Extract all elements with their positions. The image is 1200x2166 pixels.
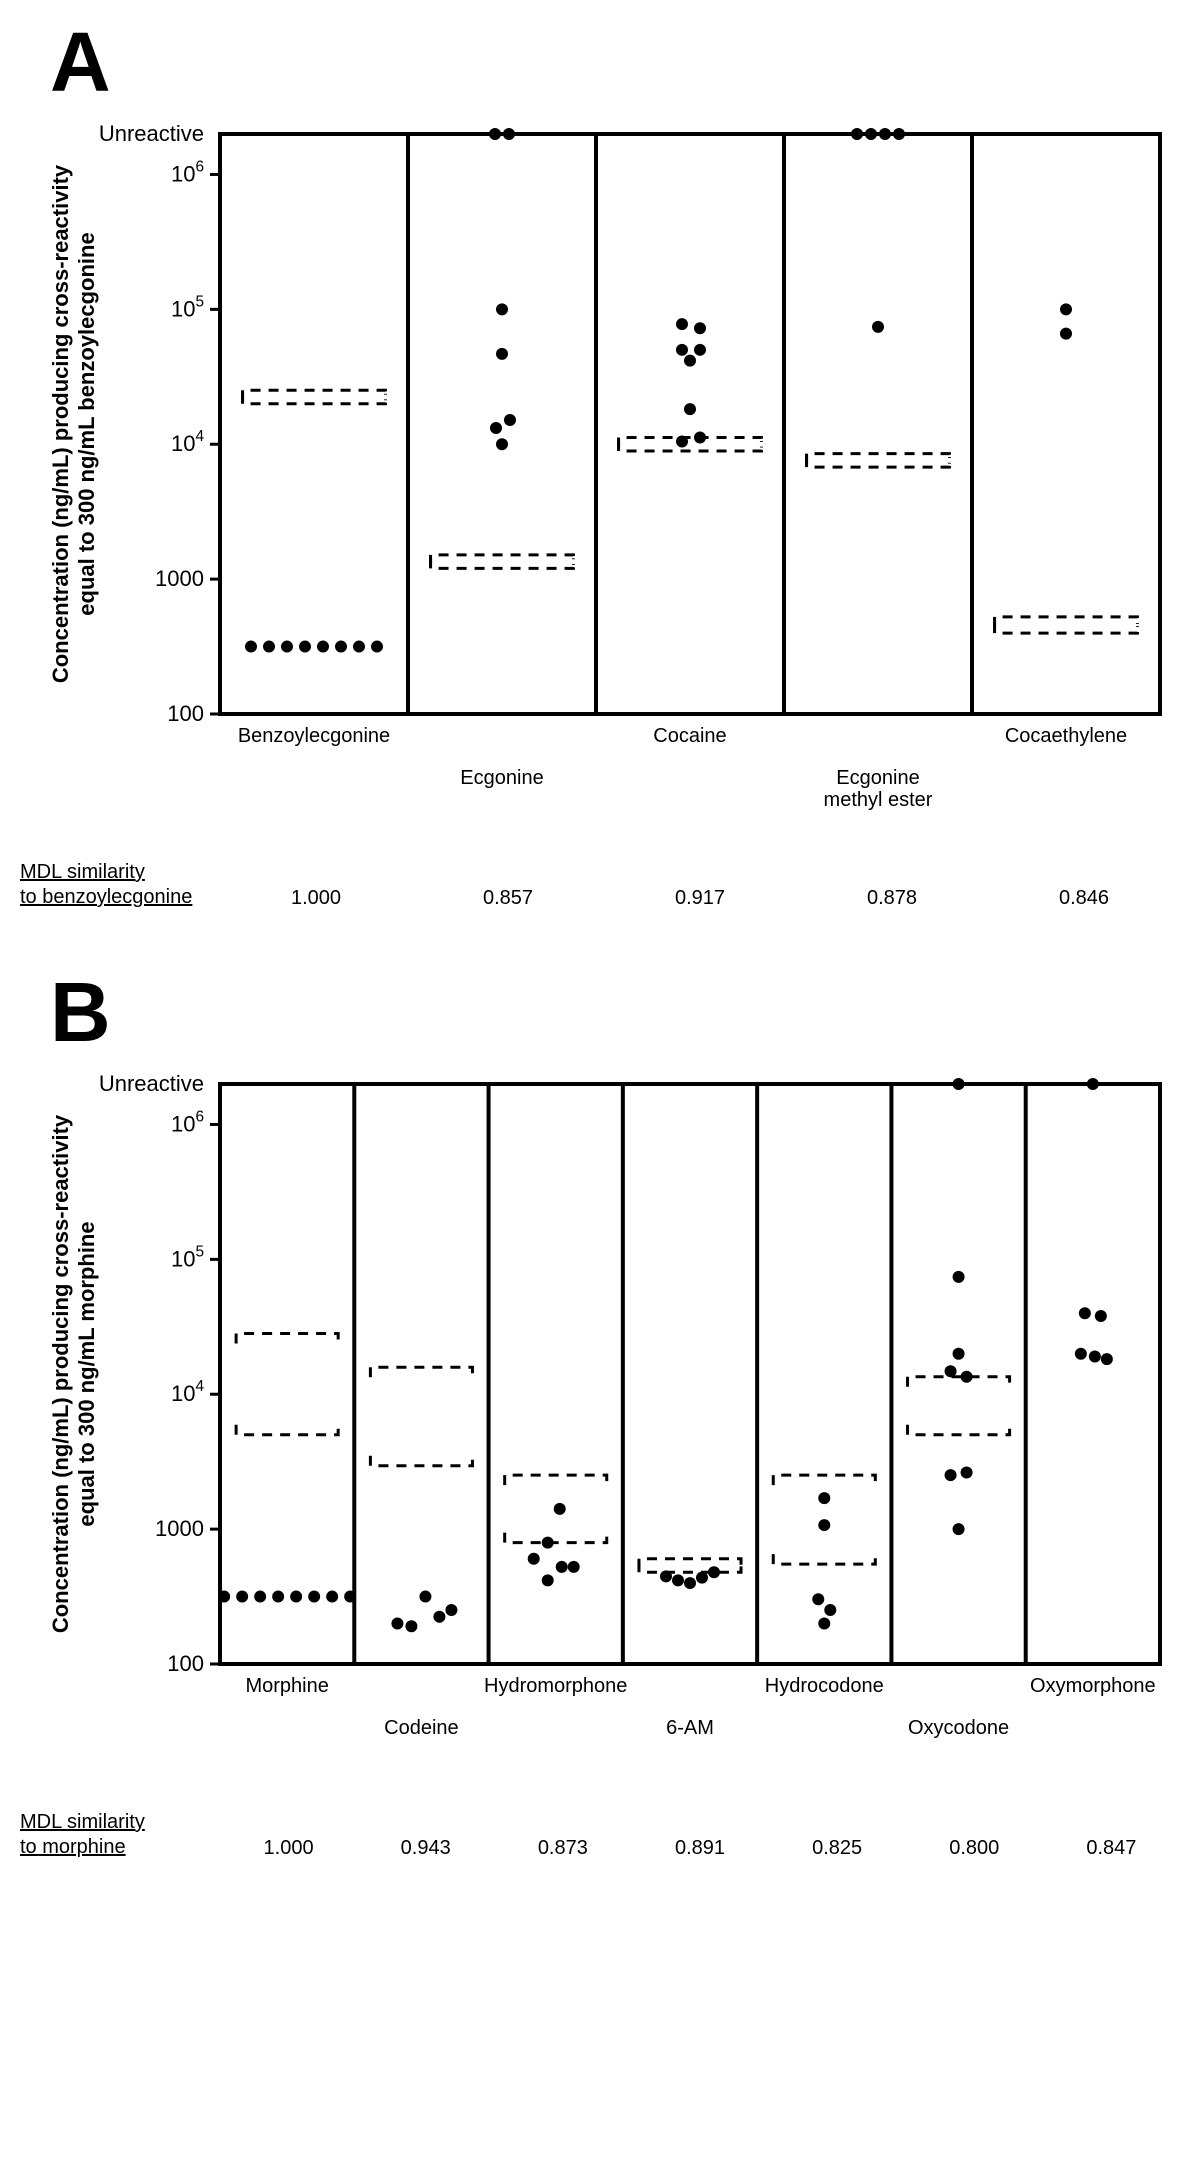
svg-text:Concentration (ng/mL) producin: Concentration (ng/mL) producing cross-re… xyxy=(48,1114,99,1633)
svg-text:Benzoylecgonine: Benzoylecgonine xyxy=(238,725,390,747)
similarity-value: 0.825 xyxy=(769,1837,906,1860)
similarity-value: 0.873 xyxy=(494,1837,631,1860)
svg-text:100: 100 xyxy=(167,1651,204,1676)
panel-a-chart: 100 1000 104 105 106 UnreactiveConcentration … xyxy=(20,94,1180,854)
svg-text:106: 106 xyxy=(171,158,204,186)
similarity-row-b: MDL similarityto morphine 1.0000.9430.87… xyxy=(20,1810,1180,1860)
similarity-value: 0.847 xyxy=(1043,1837,1180,1860)
svg-text:Oxymorphone: Oxymorphone xyxy=(1030,1675,1156,1697)
similarity-value: 0.878 xyxy=(796,887,988,910)
panel-b: B 100 1000 104 105 106 UnreactiveConcentratio… xyxy=(20,970,1180,1860)
panel-a: A 100 1000 104 105 106 UnreactiveConcentratio… xyxy=(20,20,1180,910)
svg-text:105: 105 xyxy=(171,1243,204,1271)
svg-text:Cocaethylene: Cocaethylene xyxy=(1005,725,1127,747)
svg-text:Hydromorphone: Hydromorphone xyxy=(484,1675,627,1697)
svg-text:Hydrocodone: Hydrocodone xyxy=(765,1675,884,1697)
svg-text:Morphine: Morphine xyxy=(245,1675,328,1697)
similarity-value: 0.800 xyxy=(906,1837,1043,1860)
svg-text:Unreactive: Unreactive xyxy=(99,121,204,146)
svg-text:Concentration (ng/mL) producin: Concentration (ng/mL) producing cross-re… xyxy=(48,164,99,683)
svg-text:1000: 1000 xyxy=(155,566,204,591)
svg-text:Cocaine: Cocaine xyxy=(653,725,726,747)
svg-text:Ecgoninemethyl ester: Ecgoninemethyl ester xyxy=(824,767,933,811)
svg-text:Codeine: Codeine xyxy=(384,1717,459,1739)
panel-b-chart: 100 1000 104 105 106 UnreactiveConcentration … xyxy=(20,1044,1180,1804)
svg-text:105: 105 xyxy=(171,293,204,321)
similarity-value: 0.846 xyxy=(988,887,1180,910)
svg-text:1000: 1000 xyxy=(155,1516,204,1541)
svg-text:106: 106 xyxy=(171,1108,204,1136)
svg-text:6-AM: 6-AM xyxy=(666,1717,714,1739)
panel-label-b: B xyxy=(50,970,1180,1054)
similarity-value: 1.000 xyxy=(220,887,412,910)
similarity-value: 1.000 xyxy=(220,1837,357,1860)
similarity-row-a: MDL similarityto benzoylecgonine 1.0000.… xyxy=(20,860,1180,910)
similarity-value: 0.857 xyxy=(412,887,604,910)
similarity-value: 0.917 xyxy=(604,887,796,910)
svg-text:Ecgonine: Ecgonine xyxy=(460,767,543,789)
svg-text:Oxycodone: Oxycodone xyxy=(908,1717,1009,1739)
svg-text:104: 104 xyxy=(171,1378,204,1406)
svg-text:Unreactive: Unreactive xyxy=(99,1071,204,1096)
svg-text:100: 100 xyxy=(167,701,204,726)
similarity-value: 0.943 xyxy=(357,1837,494,1860)
svg-text:104: 104 xyxy=(171,428,204,456)
similarity-value: 0.891 xyxy=(631,1837,768,1860)
panel-label-a: A xyxy=(50,20,1180,104)
